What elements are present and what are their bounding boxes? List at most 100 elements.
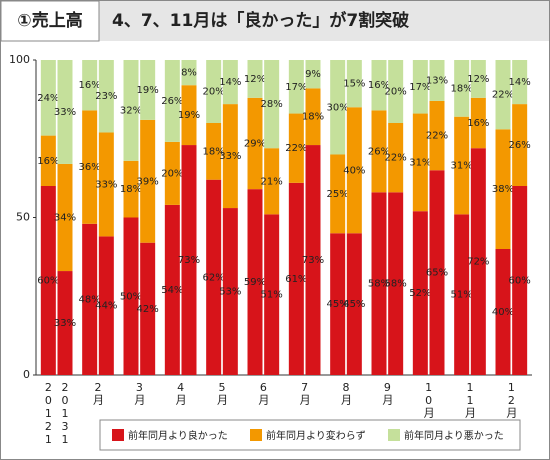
value-label: 29% xyxy=(244,138,266,149)
bar-segment xyxy=(40,135,56,186)
legend-swatch xyxy=(250,429,262,441)
bar-segment xyxy=(206,60,222,123)
y-tick-label: 50 xyxy=(16,211,30,224)
bar-segment xyxy=(346,60,362,108)
value-label: 20% xyxy=(385,87,407,98)
value-label: 30% xyxy=(327,102,349,113)
bar-segment xyxy=(40,186,56,375)
legend-box xyxy=(99,419,521,451)
bar-segment xyxy=(247,189,263,375)
value-label: 14% xyxy=(219,77,241,88)
value-label: 20% xyxy=(161,168,183,179)
value-label: 42% xyxy=(137,304,159,315)
bar-segment xyxy=(123,60,139,161)
bar-segment xyxy=(82,60,98,111)
value-label: 16% xyxy=(467,118,489,129)
value-label: 17% xyxy=(285,82,307,93)
bar-segment xyxy=(429,100,445,171)
value-label: 33% xyxy=(54,318,76,329)
value-label: 45% xyxy=(343,299,365,310)
value-label: 33% xyxy=(54,107,76,118)
bar-segment xyxy=(470,97,486,149)
value-label: 9% xyxy=(305,69,321,80)
value-label: 18% xyxy=(302,112,324,123)
value-label: 60% xyxy=(37,276,59,287)
value-label: 13% xyxy=(426,75,448,86)
legend-label: 前年同月より良かった xyxy=(128,429,228,442)
value-label: 58% xyxy=(385,279,407,290)
value-label: 51% xyxy=(261,290,283,301)
value-label: 45% xyxy=(327,299,349,310)
bar-segment xyxy=(57,271,73,375)
value-label: 22% xyxy=(426,131,448,142)
bar-segment xyxy=(495,60,511,130)
value-label: 22% xyxy=(492,90,514,101)
bar-segment xyxy=(454,60,470,117)
bar-segment xyxy=(264,214,280,375)
legend-swatch xyxy=(112,429,124,441)
x-tick-label: 10月 xyxy=(422,381,435,418)
value-label: 39% xyxy=(137,176,159,187)
value-label: 33% xyxy=(95,179,117,190)
value-label: 40% xyxy=(343,165,365,176)
bar-segment xyxy=(454,214,470,375)
value-label: 18% xyxy=(203,146,225,157)
value-label: 32% xyxy=(120,105,142,116)
value-label: 23% xyxy=(95,91,117,102)
x-tick-label: 7月 xyxy=(298,381,311,405)
bar-segment xyxy=(164,204,180,375)
value-label: 22% xyxy=(385,153,407,164)
x-tick-label: 20131 xyxy=(59,381,72,446)
bar-segment xyxy=(495,249,511,375)
value-label: 28% xyxy=(261,99,283,110)
x-tick-label: 4月 xyxy=(174,381,187,405)
value-label: 12% xyxy=(244,74,266,85)
bar-segment xyxy=(454,116,470,215)
bar-segment xyxy=(470,60,486,98)
bar-segment xyxy=(371,192,387,375)
value-label: 51% xyxy=(451,290,473,301)
bar-segment xyxy=(140,242,156,375)
bar-segment xyxy=(388,60,404,123)
bar-segment xyxy=(264,60,280,149)
bar-segment xyxy=(346,233,362,375)
value-label: 73% xyxy=(302,255,324,266)
x-tick-label: 2月 xyxy=(92,381,105,405)
bar-segment xyxy=(470,148,486,375)
value-label: 18% xyxy=(120,184,142,195)
value-label: 12% xyxy=(467,74,489,85)
value-label: 31% xyxy=(409,157,431,168)
bar-segment xyxy=(181,60,197,86)
bar-segment xyxy=(429,60,445,101)
bar-segment xyxy=(40,60,56,136)
value-label: 16% xyxy=(37,156,59,167)
x-tick-label: 8月 xyxy=(340,381,353,405)
bar-segment xyxy=(222,60,238,105)
bar-segment xyxy=(512,186,528,375)
bar-segment xyxy=(123,217,139,375)
value-label: 48% xyxy=(79,294,101,305)
legend-label: 前年同月より変わらず xyxy=(266,429,366,442)
value-label: 20% xyxy=(203,87,225,98)
value-label: 58% xyxy=(368,279,390,290)
bar-segment xyxy=(57,163,73,272)
x-tick-label: 5月 xyxy=(216,381,229,405)
bar-segment xyxy=(264,148,280,215)
value-label: 59% xyxy=(244,277,266,288)
value-label: 15% xyxy=(343,79,365,90)
bar-segment xyxy=(388,192,404,375)
bar-segment xyxy=(346,107,362,234)
value-label: 19% xyxy=(178,110,200,121)
bar-segment xyxy=(181,85,197,146)
bar-segment xyxy=(98,132,114,237)
bar-segment xyxy=(181,145,197,375)
bar-segment xyxy=(98,60,114,133)
legend-swatch xyxy=(388,429,400,441)
value-label: 16% xyxy=(79,80,101,91)
value-label: 53% xyxy=(219,287,241,298)
bar-segment xyxy=(288,113,304,183)
bar-segment xyxy=(222,104,238,209)
bar-segment xyxy=(371,110,387,193)
bar-segment xyxy=(164,60,180,142)
